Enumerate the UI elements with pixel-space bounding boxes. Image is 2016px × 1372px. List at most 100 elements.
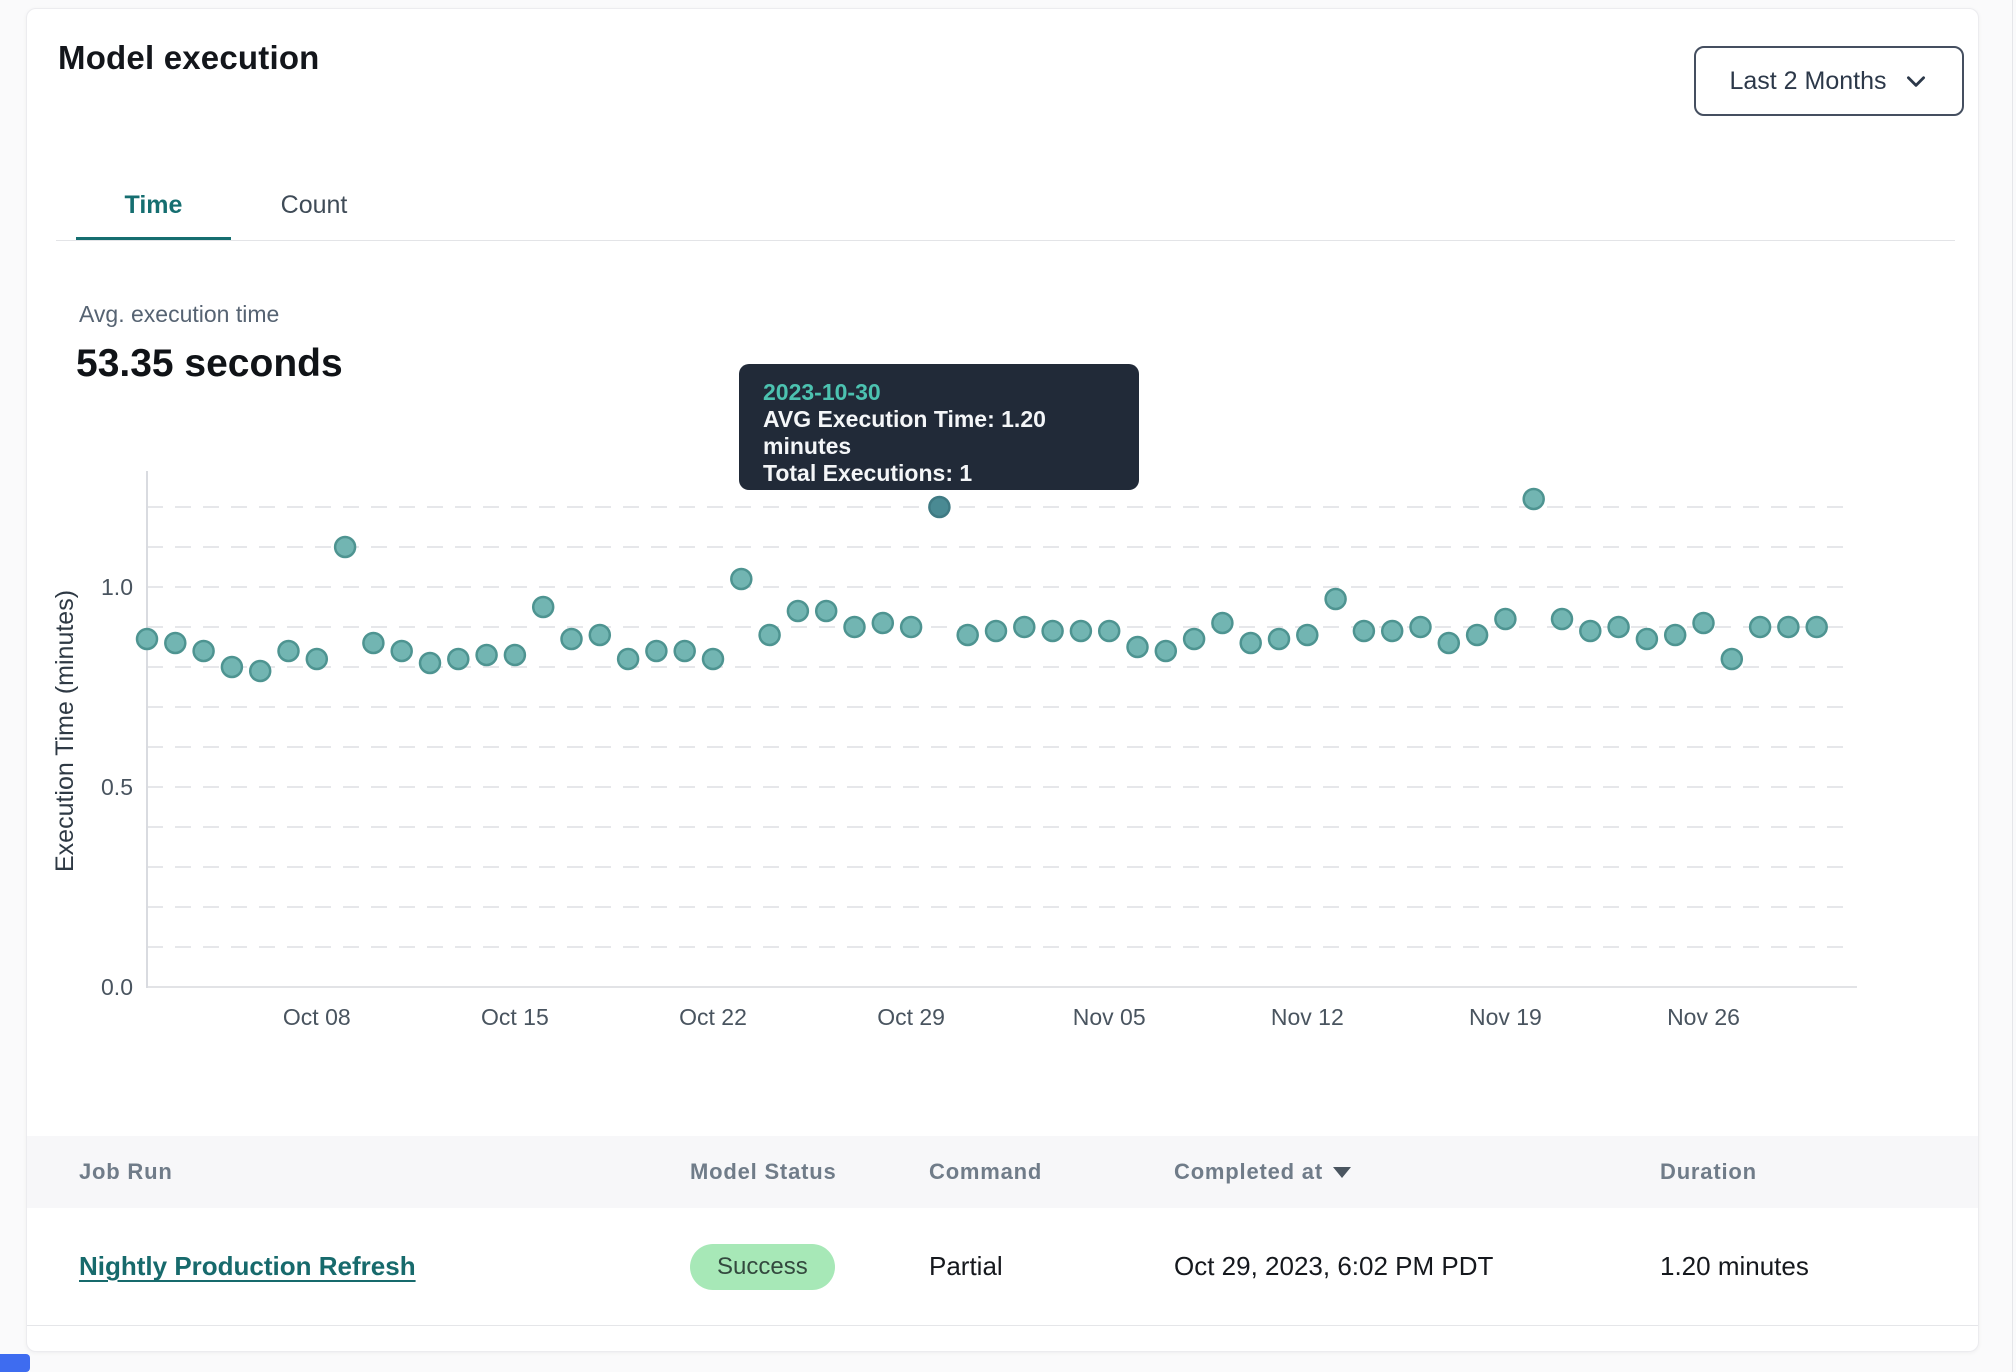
data-point[interactable] xyxy=(1352,619,1376,643)
data-point[interactable] xyxy=(814,599,838,623)
data-point-highlighted[interactable] xyxy=(928,495,951,519)
data-point[interactable] xyxy=(1296,623,1319,647)
data-point[interactable] xyxy=(333,535,357,559)
data-point[interactable] xyxy=(1182,627,1206,651)
command-cell: Partial xyxy=(929,1251,1003,1281)
model-status-badge: Success xyxy=(690,1243,835,1290)
data-point[interactable] xyxy=(503,643,527,667)
data-point[interactable] xyxy=(673,639,696,663)
data-point[interactable] xyxy=(616,647,640,671)
tab-count[interactable]: Count xyxy=(280,191,348,219)
data-point[interactable] xyxy=(1777,615,1800,639)
column-header-completed-at[interactable]: Completed at xyxy=(1174,1159,1660,1185)
tooltip-total-executions: Total Executions: 1 xyxy=(763,460,973,486)
data-point[interactable] xyxy=(1437,631,1461,655)
data-point[interactable] xyxy=(447,647,470,671)
y-axis-title: Execution Time (minutes) xyxy=(51,590,79,872)
data-point[interactable] xyxy=(786,599,810,623)
data-point[interactable] xyxy=(701,647,725,671)
data-point[interactable] xyxy=(418,651,442,675)
data-point[interactable] xyxy=(1550,607,1574,631)
data-point[interactable] xyxy=(1211,611,1234,635)
data-point[interactable] xyxy=(475,643,498,667)
data-point[interactable] xyxy=(1013,615,1036,639)
data-point[interactable] xyxy=(1126,635,1149,659)
data-point[interactable] xyxy=(1805,615,1828,639)
data-point[interactable] xyxy=(277,639,300,663)
date-range-dropdown[interactable]: Last 2 Months xyxy=(1694,46,1964,116)
data-point[interactable] xyxy=(588,623,612,647)
data-point[interactable] xyxy=(730,567,753,591)
data-point[interactable] xyxy=(984,619,1008,643)
data-point[interactable] xyxy=(1692,611,1715,635)
data-point[interactable] xyxy=(1635,627,1659,651)
duration-cell: 1.20 minutes xyxy=(1660,1251,1809,1281)
data-point[interactable] xyxy=(871,611,895,635)
x-tick-label: Oct 29 xyxy=(877,1004,945,1030)
data-point[interactable] xyxy=(843,615,866,639)
data-point[interactable] xyxy=(1748,615,1772,639)
command-cell-container: Partial xyxy=(929,1251,1174,1282)
execution-time-scatter-chart: 0.0 0.5 1.0 Oct 08 Oct 15 Oct 22 Oct 29 Nov 05 N… xyxy=(51,471,1857,1030)
data-point[interactable] xyxy=(390,639,413,663)
model-execution-card: Model execution Last 2 Months Time Count… xyxy=(26,8,1979,1352)
data-point[interactable] xyxy=(1324,587,1347,611)
job-run-link-container: Nightly Production Refresh xyxy=(79,1251,690,1282)
column-header-job-run[interactable]: Job Run xyxy=(79,1159,690,1185)
completed-at-cell: Oct 29, 2023, 6:02 PM PDT xyxy=(1174,1251,1494,1281)
column-header-command[interactable]: Command xyxy=(929,1159,1174,1185)
data-point[interactable] xyxy=(899,615,923,639)
y-tick-label: 1.0 xyxy=(101,574,133,600)
duration-cell-container: 1.20 minutes xyxy=(1660,1251,1938,1282)
x-tick-label: Nov 19 xyxy=(1469,1004,1542,1030)
data-point[interactable] xyxy=(645,639,668,663)
data-point[interactable] xyxy=(531,595,555,619)
column-header-label: Model Status xyxy=(690,1159,837,1184)
table-header-row: Job Run Model Status Command Completed at Du… xyxy=(27,1136,1978,1208)
date-range-label: Last 2 Months xyxy=(1729,66,1887,95)
data-point[interactable] xyxy=(164,631,187,655)
data-point[interactable] xyxy=(1267,627,1291,651)
data-point[interactable] xyxy=(956,623,979,647)
data-point[interactable] xyxy=(248,659,272,683)
table-row: Nightly Production Refresh Success Partial… xyxy=(27,1208,1978,1326)
data-point[interactable] xyxy=(560,627,583,651)
column-header-duration[interactable]: Duration xyxy=(1660,1159,1938,1185)
y-tick-label: 0.5 xyxy=(101,774,133,800)
data-point[interactable] xyxy=(192,639,215,663)
y-tick-label: 0.0 xyxy=(101,974,133,1000)
avg-execution-time-label: Avg. execution time xyxy=(79,301,280,327)
data-point[interactable] xyxy=(1607,615,1630,639)
data-point[interactable] xyxy=(1069,619,1093,643)
data-point[interactable] xyxy=(1465,623,1489,647)
data-point[interactable] xyxy=(1522,487,1545,511)
data-point[interactable] xyxy=(1579,619,1602,643)
sort-descending-icon xyxy=(1332,1166,1351,1178)
chevron-down-icon xyxy=(1903,68,1929,94)
data-point[interactable] xyxy=(1041,619,1064,643)
data-point[interactable] xyxy=(135,627,159,651)
column-header-model-status[interactable]: Model Status xyxy=(690,1159,929,1185)
tab-time[interactable]: Time xyxy=(76,191,231,241)
column-header-label: Duration xyxy=(1660,1159,1757,1184)
data-point[interactable] xyxy=(1494,607,1517,631)
data-point[interactable] xyxy=(1663,623,1687,647)
data-point[interactable] xyxy=(1239,631,1262,655)
data-point[interactable] xyxy=(1409,615,1432,639)
data-point[interactable] xyxy=(362,631,385,655)
data-point[interactable] xyxy=(220,655,244,679)
data-point[interactable] xyxy=(1154,639,1178,663)
data-point[interactable] xyxy=(758,623,781,647)
page-edge-divider xyxy=(2012,0,2013,1372)
data-point[interactable] xyxy=(1097,619,1121,643)
tooltip-date: 2023-10-30 xyxy=(763,379,881,405)
job-run-link[interactable]: Nightly Production Refresh xyxy=(79,1251,416,1281)
tooltip-avg-execution-time: AVG Execution Time: 1.20 minutes xyxy=(763,406,1046,459)
avg-execution-time-value: 53.35 seconds xyxy=(76,342,343,385)
table-body: Nightly Production Refresh Success Partial… xyxy=(27,1208,1978,1326)
tabs-divider xyxy=(56,240,1955,241)
data-point[interactable] xyxy=(305,647,329,671)
data-point[interactable] xyxy=(1720,647,1744,671)
data-point[interactable] xyxy=(1380,619,1404,643)
